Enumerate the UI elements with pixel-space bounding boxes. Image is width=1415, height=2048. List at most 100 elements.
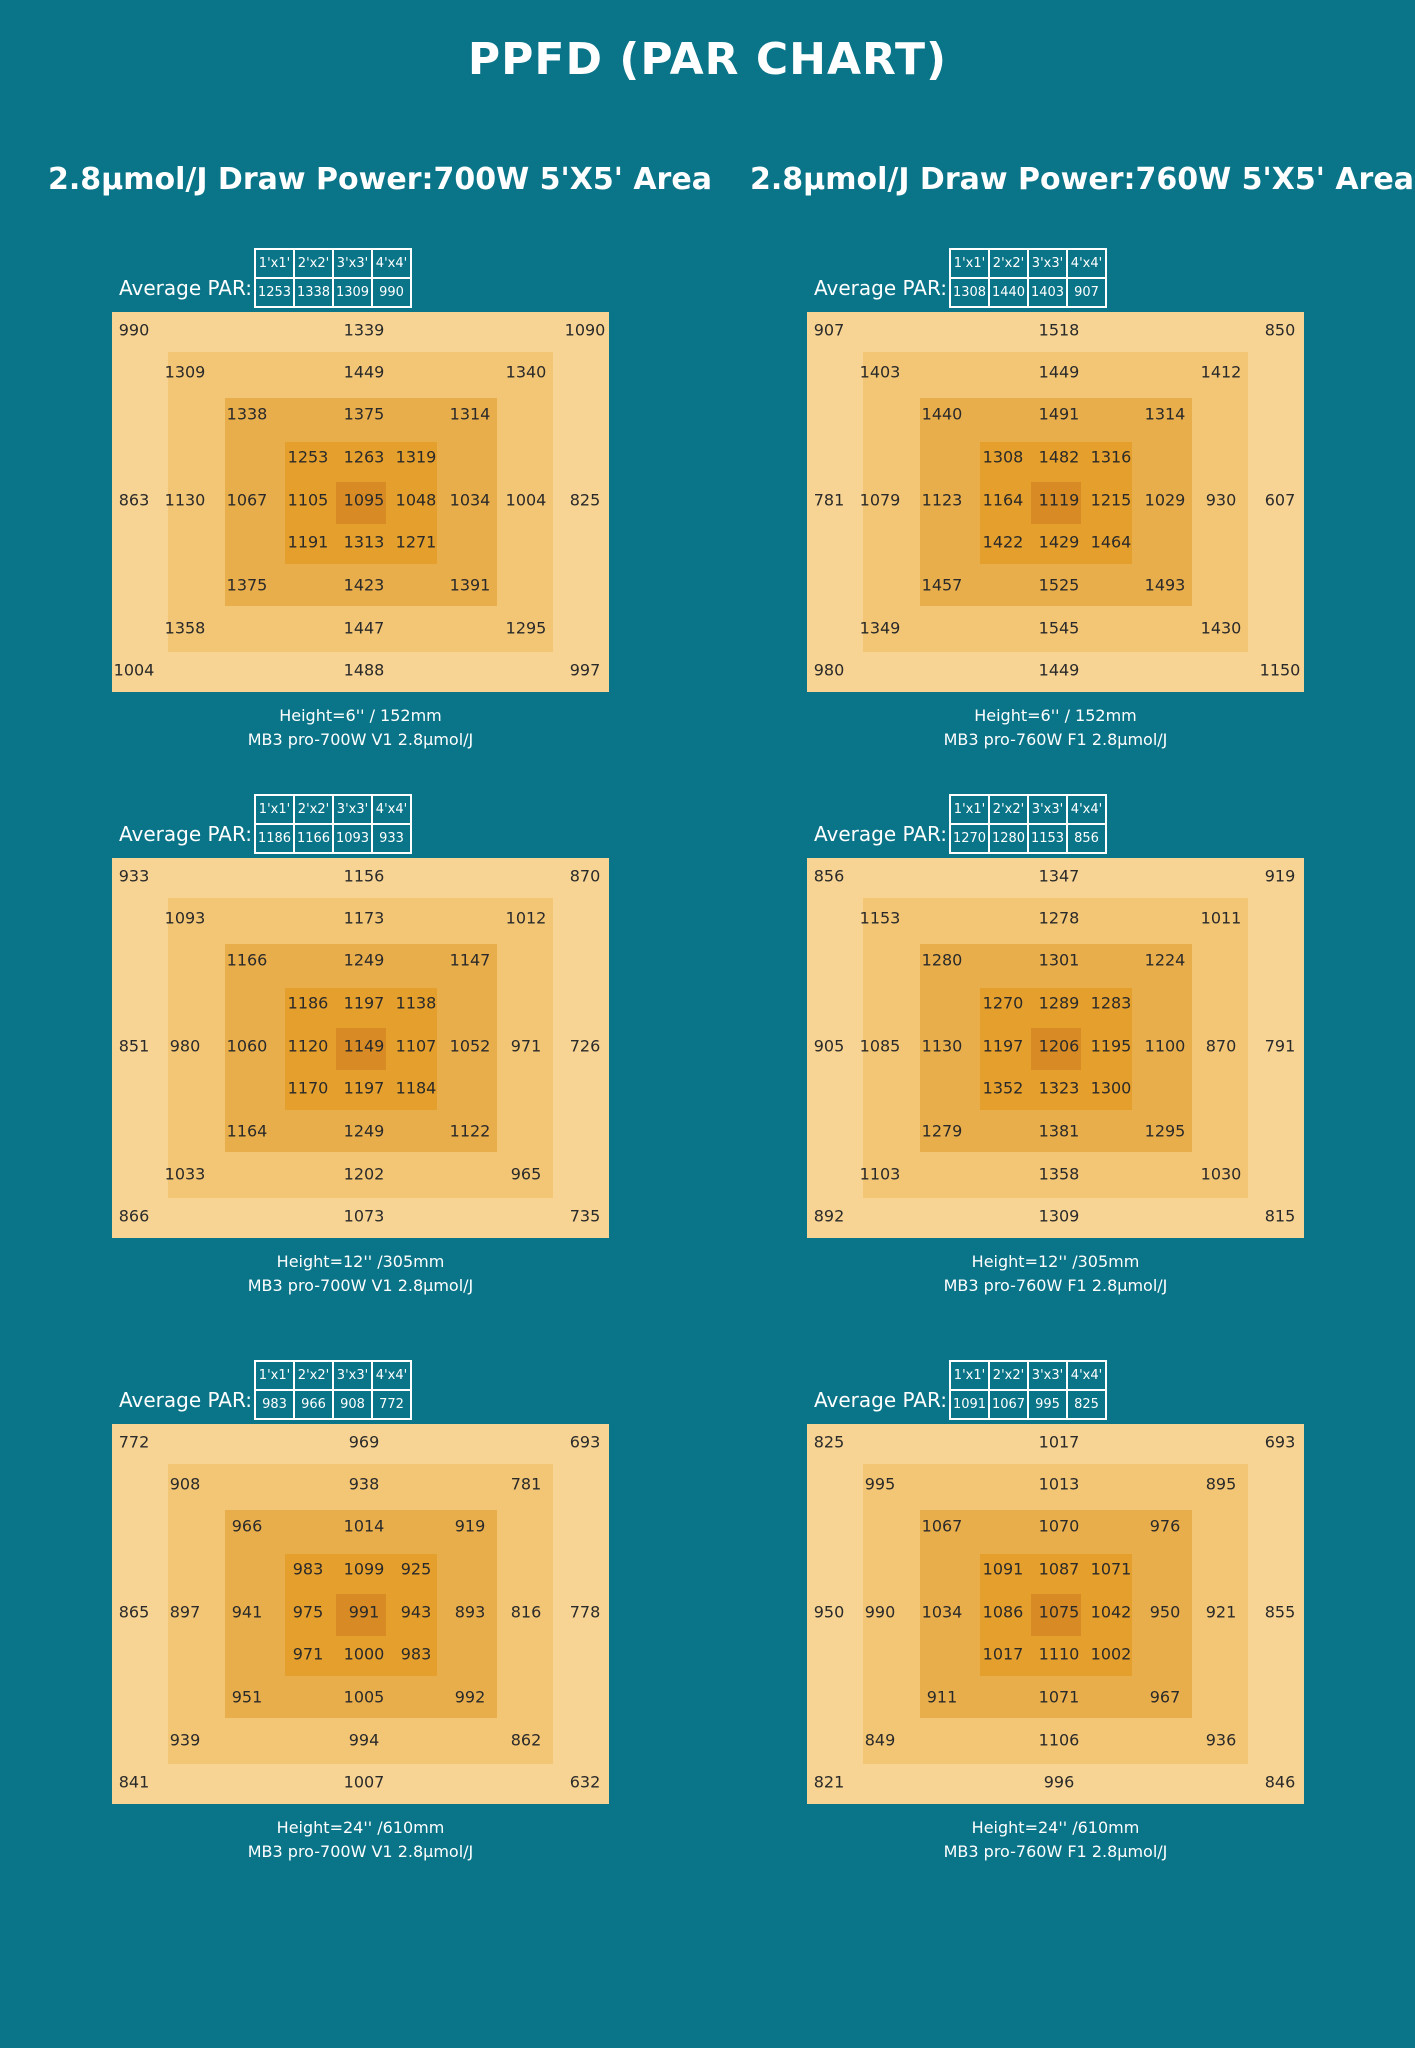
ppfd-value: 1339 xyxy=(343,320,385,340)
ppfd-value: 825 xyxy=(813,1432,845,1452)
ppfd-value: 971 xyxy=(292,1644,324,1664)
ppfd-value: 966 xyxy=(231,1516,263,1536)
area-size-header: 2'x2' xyxy=(293,248,334,279)
ppfd-value: 862 xyxy=(510,1730,542,1750)
ppfd-value: 1002 xyxy=(1090,1644,1132,1664)
average-par-header-row: 1'x1' 2'x2' 3'x3' 4'x4' xyxy=(949,1360,1107,1391)
ppfd-value: 1130 xyxy=(921,1036,963,1056)
ppfd-value: 1340 xyxy=(505,362,547,382)
average-par-value: 907 xyxy=(1066,277,1107,308)
ppfd-value: 971 xyxy=(510,1036,542,1056)
ppfd-value: 1422 xyxy=(982,532,1024,552)
ppfd-value: 990 xyxy=(118,320,150,340)
area-size-header: 3'x3' xyxy=(332,1360,373,1391)
ppfd-value: 965 xyxy=(510,1164,542,1184)
average-par-value-row: 1091 1067 995 825 xyxy=(949,1389,1107,1420)
caption-height: Height=6'' / 152mm xyxy=(974,706,1137,725)
ppfd-value: 1007 xyxy=(343,1772,385,1792)
ppfd-value: 1338 xyxy=(226,404,268,424)
average-par-value: 1309 xyxy=(332,277,373,308)
ppfd-value: 1347 xyxy=(1038,866,1080,886)
area-size-header: 4'x4' xyxy=(371,794,412,825)
ppfd-value: 772 xyxy=(118,1432,150,1452)
caption-model: MB3 pro-700W V1 2.8µmol/J xyxy=(247,1842,474,1861)
ppfd-value: 1071 xyxy=(1090,1559,1132,1579)
ppfd-value: 1319 xyxy=(395,447,437,467)
ppfd-value: 1034 xyxy=(921,1602,963,1622)
average-par-label: Average PAR: xyxy=(814,822,947,846)
ppfd-value: 1156 xyxy=(343,866,385,886)
ppfd-value: 856 xyxy=(813,866,845,886)
area-size-header: 2'x2' xyxy=(988,248,1029,279)
ppfd-chart-panel: Average PAR: 1'x1' 2'x2' 3'x3' 4'x4' 983 966 90… xyxy=(112,1352,652,1912)
ppfd-value: 1012 xyxy=(505,908,547,928)
ppfd-value: 1034 xyxy=(449,490,491,510)
average-par-header-row: 1'x1' 2'x2' 3'x3' 4'x4' xyxy=(949,248,1107,279)
ppfd-value: 735 xyxy=(569,1206,601,1226)
area-size-header: 3'x3' xyxy=(1027,1360,1068,1391)
ppfd-value: 1164 xyxy=(226,1121,268,1141)
intensity-zone xyxy=(1031,1594,1081,1636)
area-size-header: 2'x2' xyxy=(988,1360,1029,1391)
ppfd-value: 995 xyxy=(864,1474,896,1494)
ppfd-value: 1075 xyxy=(1038,1602,1080,1622)
ppfd-value: 1105 xyxy=(287,490,329,510)
ppfd-value: 975 xyxy=(292,1602,324,1622)
ppfd-value: 855 xyxy=(1264,1602,1296,1622)
ppfd-value: 996 xyxy=(1043,1772,1075,1792)
ppfd-value: 1052 xyxy=(449,1036,491,1056)
ppfd-value: 1087 xyxy=(1038,1559,1080,1579)
ppfd-value: 870 xyxy=(1205,1036,1237,1056)
ppfd-value: 1375 xyxy=(226,575,268,595)
intensity-zone xyxy=(336,1028,386,1070)
ppfd-value: 1295 xyxy=(505,618,547,638)
ppfd-value: 1271 xyxy=(395,532,437,552)
ppfd-value: 1545 xyxy=(1038,618,1080,638)
ppfd-value: 951 xyxy=(231,1687,263,1707)
area-size-header: 1'x1' xyxy=(254,794,295,825)
average-par-value: 966 xyxy=(293,1389,334,1420)
ppfd-value: 1197 xyxy=(343,1078,385,1098)
average-par-header-row: 1'x1' 2'x2' 3'x3' 4'x4' xyxy=(254,1360,412,1391)
ppfd-value: 1449 xyxy=(343,362,385,382)
caption-model: MB3 pro-760W F1 2.8µmol/J xyxy=(943,1276,1168,1295)
ppfd-chart-panel: Average PAR: 1'x1' 2'x2' 3'x3' 4'x4' 1186 1166… xyxy=(112,786,652,1346)
ppfd-value: 1071 xyxy=(1038,1687,1080,1707)
ppfd-value: 846 xyxy=(1264,1772,1296,1792)
ppfd-value: 1120 xyxy=(287,1036,329,1056)
average-par-value-row: 1308 1440 1403 907 xyxy=(949,277,1107,308)
ppfd-value: 1300 xyxy=(1090,1078,1132,1098)
caption-model: MB3 pro-760W F1 2.8µmol/J xyxy=(943,1842,1168,1861)
ppfd-value: 1153 xyxy=(859,908,901,928)
ppfd-value: 980 xyxy=(813,660,845,680)
ppfd-chart-panel: Average PAR: 1'x1' 2'x2' 3'x3' 4'x4' 1091 1067… xyxy=(807,1352,1347,1912)
ppfd-value: 1440 xyxy=(921,404,963,424)
ppfd-value: 1358 xyxy=(1038,1164,1080,1184)
average-par-value-row: 983 966 908 772 xyxy=(254,1389,412,1420)
average-par-value: 990 xyxy=(371,277,412,308)
ppfd-value: 1423 xyxy=(343,575,385,595)
area-size-header: 1'x1' xyxy=(254,248,295,279)
area-size-header: 1'x1' xyxy=(949,1360,990,1391)
average-par-value: 995 xyxy=(1027,1389,1068,1420)
area-size-header: 4'x4' xyxy=(371,1360,412,1391)
average-par-table: 1'x1' 2'x2' 3'x3' 4'x4' 983 966 908 772 xyxy=(254,1360,412,1420)
ppfd-value: 1457 xyxy=(921,575,963,595)
ppfd-value: 1249 xyxy=(343,950,385,970)
ppfd-value: 1224 xyxy=(1144,950,1186,970)
average-par-value: 772 xyxy=(371,1389,412,1420)
ppfd-value: 815 xyxy=(1264,1206,1296,1226)
area-size-header: 1'x1' xyxy=(254,1360,295,1391)
ppfd-value: 1295 xyxy=(1144,1121,1186,1141)
average-par-value: 1308 xyxy=(949,277,990,308)
ppfd-value: 1195 xyxy=(1090,1036,1132,1056)
ppfd-value: 1042 xyxy=(1090,1602,1132,1622)
ppfd-value: 997 xyxy=(569,660,601,680)
ppfd-value: 607 xyxy=(1264,490,1296,510)
average-par-value-row: 1253 1338 1309 990 xyxy=(254,277,412,308)
ppfd-value: 1029 xyxy=(1144,490,1186,510)
average-par-table: 1'x1' 2'x2' 3'x3' 4'x4' 1270 1280 1153 856 xyxy=(949,794,1107,854)
ppfd-value: 1013 xyxy=(1038,1474,1080,1494)
average-par-label: Average PAR: xyxy=(814,1388,947,1412)
ppfd-value: 1005 xyxy=(343,1687,385,1707)
